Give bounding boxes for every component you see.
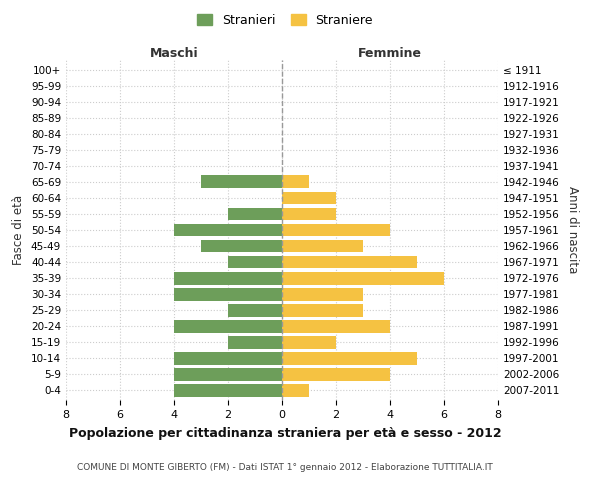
Bar (282, 384, 309, 397)
Bar (228, 304, 282, 316)
Bar (228, 336, 282, 348)
Bar (228, 208, 282, 220)
Legend: Stranieri, Straniere: Stranieri, Straniere (192, 8, 378, 32)
Bar (282, 272, 444, 284)
Bar (282, 256, 417, 268)
Bar (282, 240, 363, 252)
Bar (174, 384, 282, 397)
Bar (174, 320, 282, 332)
Text: Popolazione per cittadinanza straniera per età e sesso - 2012: Popolazione per cittadinanza straniera p… (68, 428, 502, 440)
Bar (282, 176, 309, 188)
Bar (174, 352, 282, 364)
Bar (201, 240, 282, 252)
Y-axis label: Fasce di età: Fasce di età (13, 195, 25, 265)
Bar (282, 192, 336, 204)
Bar (174, 368, 282, 381)
Bar (282, 320, 390, 332)
Bar (282, 352, 417, 364)
Bar (282, 368, 390, 381)
Text: COMUNE DI MONTE GIBERTO (FM) - Dati ISTAT 1° gennaio 2012 - Elaborazione TUTTITA: COMUNE DI MONTE GIBERTO (FM) - Dati ISTA… (77, 462, 493, 471)
Bar (282, 336, 336, 348)
Y-axis label: Anni di nascita: Anni di nascita (566, 186, 579, 274)
Bar (174, 288, 282, 300)
Bar (282, 208, 336, 220)
Bar (282, 304, 363, 316)
Bar (174, 272, 282, 284)
Bar (282, 224, 390, 236)
Bar (228, 256, 282, 268)
Text: Femmine: Femmine (358, 47, 422, 60)
Text: Maschi: Maschi (149, 47, 199, 60)
Bar (282, 288, 363, 300)
Bar (201, 176, 282, 188)
Bar (174, 224, 282, 236)
